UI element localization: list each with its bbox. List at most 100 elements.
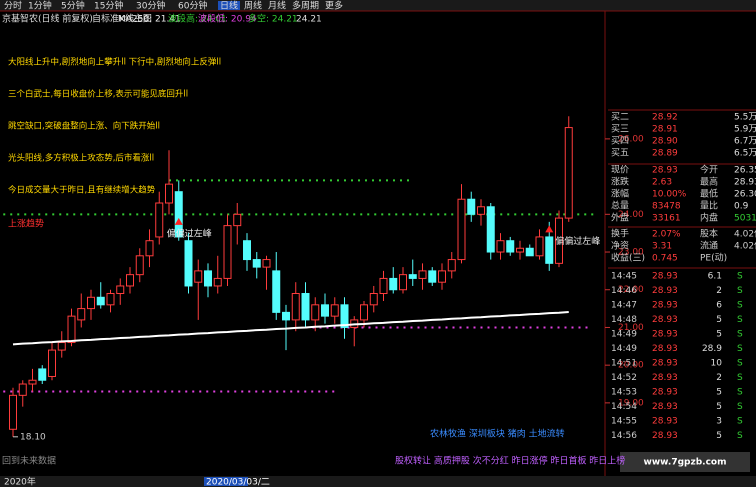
candle-body <box>311 304 320 321</box>
tick-time: 14:52 <box>611 373 637 383</box>
y-tick-label: 22.00 <box>618 285 644 295</box>
candle-body <box>399 274 407 291</box>
watermark-bg <box>620 452 750 472</box>
footer-date: 2020/03/03/二 <box>206 478 270 487</box>
tick-side: S <box>737 359 743 369</box>
candle-body <box>506 240 515 253</box>
tab[interactable]: 1分钟 <box>28 0 52 12</box>
header-item: 波段低: 20.94 <box>198 13 257 25</box>
candle-body <box>516 247 524 253</box>
candle-body <box>262 259 271 268</box>
tick-volume: 2 <box>716 373 722 383</box>
quote-label: 买三 <box>611 124 629 135</box>
quote-value: 5.5万 <box>734 113 756 123</box>
footer-year: 2020年 <box>4 476 36 487</box>
tick-time: 14:53 <box>611 388 637 398</box>
candle-body <box>369 293 378 306</box>
quote-value: 6.7万 <box>734 137 756 147</box>
footer-bg <box>0 476 756 487</box>
tab[interactable]: 月线 <box>268 0 286 12</box>
candle-body <box>379 277 388 295</box>
candle-body <box>77 308 86 321</box>
header-item: 波段高: 24.01 <box>168 13 227 25</box>
candle-body <box>18 383 27 396</box>
candle-body <box>174 191 183 238</box>
quote-label: 现价 <box>611 165 629 176</box>
candle-body <box>282 311 290 321</box>
header-item: 自标准K线主图 <box>92 13 152 25</box>
flag-tags: 股权转让 高质押股 次不分红 昨日涨停 昨日首板 昨日上榜 <box>395 455 625 467</box>
y-tick-label: 23.00 <box>618 248 644 258</box>
y-tick-label: 24.00 <box>618 210 644 220</box>
candle-body <box>545 236 554 264</box>
candle-body <box>535 236 544 257</box>
tick-side: S <box>737 272 743 282</box>
quote-value: 28.93 <box>734 178 756 188</box>
quote-value: 28.92 <box>652 113 678 123</box>
candle-body <box>194 270 203 283</box>
header-item: MA250: 21.41 <box>118 15 181 25</box>
tab[interactable]: 日线 <box>220 0 238 12</box>
ma250-line <box>12 310 569 346</box>
candle-body <box>48 349 56 377</box>
candle-body <box>106 293 115 306</box>
quote-label: 量比 <box>700 200 718 212</box>
candle-body <box>496 240 505 253</box>
tick-volume: 5 <box>716 431 722 441</box>
candle-body <box>38 368 47 381</box>
quote-value: 28.89 <box>652 149 678 159</box>
tick-price: 28.93 <box>652 344 678 354</box>
note: 大阳线上升中,剧烈地向上攀升ll 下行中,剧烈地向上反弹ll <box>8 57 221 68</box>
candle-body <box>96 296 105 306</box>
tick-price: 28.93 <box>652 286 678 296</box>
tab[interactable]: 5分钟 <box>61 0 85 12</box>
note: 光头阳线,多方积极上攻态势,后市看涨ll <box>8 153 154 164</box>
low-label: 18.10 <box>20 433 46 443</box>
candle-body <box>135 255 144 276</box>
quote-value: 0.9 <box>734 202 749 212</box>
candle-body <box>457 198 466 261</box>
tick-side: S <box>737 330 743 340</box>
note: 今日成交量大于昨日,且有继续增大趋势 <box>8 185 156 196</box>
quote-value: 26.35 <box>734 166 756 176</box>
tick-side: S <box>737 344 743 354</box>
tick-volume: 3 <box>716 417 722 427</box>
quote-value: 2.07% <box>652 230 681 240</box>
candle-body <box>165 183 173 204</box>
tick-time: 14:47 <box>611 301 637 311</box>
tab[interactable]: 多周期 <box>292 0 319 12</box>
tick-price: 28.93 <box>652 359 678 369</box>
tab[interactable]: 60分钟 <box>178 0 207 12</box>
tab[interactable]: 分时 <box>4 0 22 12</box>
tick-price: 28.93 <box>652 402 678 412</box>
candle-body <box>145 240 154 257</box>
tick-time: 14:49 <box>611 330 637 340</box>
tick-side: S <box>737 388 743 398</box>
candle-body <box>564 127 573 219</box>
quote-value: 4.02亿 <box>734 240 756 252</box>
quote-value: 33161 <box>652 214 681 224</box>
candle-body <box>184 240 193 287</box>
tick-side: S <box>737 417 743 427</box>
quote-label: 收益(三) <box>611 252 645 264</box>
tab[interactable]: 15分钟 <box>94 0 123 12</box>
tab[interactable]: 30分钟 <box>136 0 165 12</box>
candle-body <box>408 274 417 279</box>
quote-value: 4.02亿 <box>734 228 756 240</box>
tick-side: S <box>737 286 743 296</box>
y-tick-label: 19.00 <box>618 398 644 408</box>
candle-body <box>223 225 232 279</box>
tick-volume: 6.1 <box>708 272 722 282</box>
tick-volume: 5 <box>716 402 722 412</box>
tick-price: 28.93 <box>652 330 678 340</box>
tab[interactable]: 更多 <box>325 0 343 12</box>
tick-volume: 5 <box>716 315 722 325</box>
quote-label: 最低 <box>700 188 718 200</box>
tick-volume: 5 <box>716 388 722 398</box>
tab[interactable]: 周线 <box>244 0 262 12</box>
tick-time: 14:48 <box>611 315 637 325</box>
candle-body <box>291 293 300 321</box>
candle-body <box>301 293 310 321</box>
quote-value: 10.00% <box>652 190 687 200</box>
note: 跳空缺口,突破盘整向上涨、向下跌开始ll <box>8 121 160 132</box>
